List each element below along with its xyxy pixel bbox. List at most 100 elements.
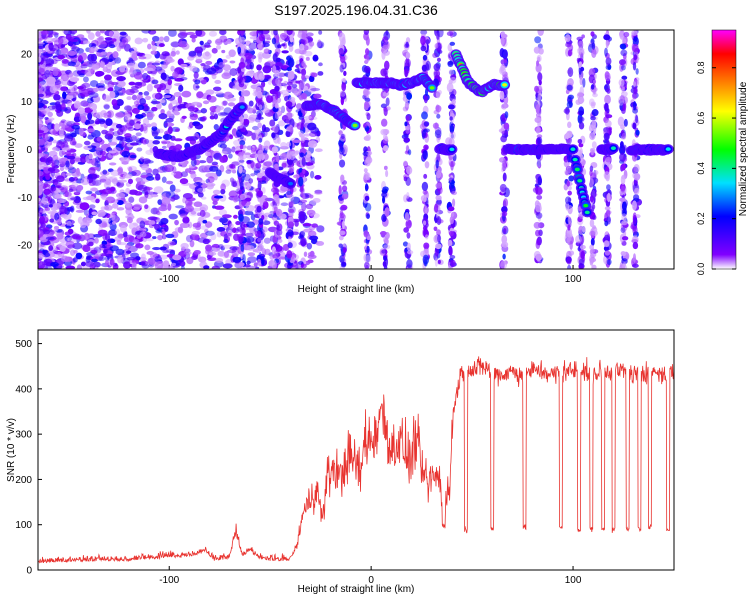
noise-speckle — [287, 125, 291, 131]
noise-speckle — [124, 113, 132, 121]
noise-speckle — [382, 145, 389, 152]
noise-speckle — [91, 258, 98, 263]
noise-speckle — [336, 221, 344, 226]
noise-speckle — [52, 251, 63, 259]
noise-speckle — [537, 72, 543, 82]
noise-speckle — [184, 168, 192, 173]
noise-speckle — [262, 65, 272, 74]
noise-speckle — [59, 133, 65, 138]
noise-speckle — [101, 129, 108, 135]
noise-speckle — [119, 136, 128, 142]
noise-speckle — [632, 172, 638, 179]
noise-speckle — [246, 107, 255, 114]
noise-speckle — [80, 221, 87, 229]
noise-speckle — [257, 149, 264, 160]
noise-speckle — [168, 103, 173, 111]
noise-speckle — [633, 54, 638, 61]
noise-speckle — [77, 107, 86, 115]
noise-speckle — [137, 184, 148, 192]
noise-speckle — [153, 186, 164, 194]
noise-speckle — [589, 147, 596, 153]
noise-speckle — [80, 261, 86, 267]
noise-speckle — [423, 173, 428, 179]
noise-speckle — [143, 194, 154, 199]
noise-speckle — [106, 68, 112, 74]
noise-speckle — [364, 59, 369, 64]
noise-speckle — [38, 170, 44, 177]
noise-speckle — [229, 177, 235, 183]
noise-speckle — [181, 115, 187, 120]
noise-speckle — [338, 235, 344, 241]
noise-speckle — [41, 197, 49, 205]
noise-speckle — [85, 190, 93, 195]
noise-speckle — [287, 229, 294, 237]
noise-speckle — [174, 219, 179, 226]
noise-speckle — [126, 256, 137, 261]
noise-speckle — [116, 181, 125, 188]
noise-speckle — [69, 85, 75, 93]
noise-speckle — [314, 175, 322, 180]
noise-speckle — [436, 113, 441, 119]
noise-speckle — [154, 66, 163, 71]
noise-speckle — [140, 123, 148, 132]
noise-speckle — [60, 213, 68, 218]
noise-speckle — [83, 76, 89, 83]
noise-speckle — [131, 94, 137, 101]
noise-speckle — [537, 158, 541, 168]
noise-speckle — [98, 120, 106, 125]
noise-speckle — [566, 101, 573, 109]
noise-speckle — [38, 71, 42, 76]
noise-speckle — [38, 89, 44, 94]
noise-speckle — [341, 82, 347, 92]
noise-speckle — [49, 218, 55, 223]
noise-speckle — [287, 236, 292, 244]
noise-speckle — [250, 160, 255, 169]
noise-speckle — [198, 216, 205, 223]
noise-speckle — [48, 245, 54, 251]
noise-speckle — [604, 220, 609, 227]
noise-speckle — [632, 253, 637, 263]
noise-speckle — [246, 70, 255, 78]
noise-speckle — [55, 184, 63, 189]
noise-speckle — [592, 204, 596, 210]
noise-speckle — [449, 41, 456, 46]
noise-speckle — [276, 208, 283, 217]
noise-speckle — [217, 111, 228, 117]
noise-speckle — [263, 237, 271, 244]
noise-speckle — [447, 104, 455, 110]
noise-speckle — [423, 144, 429, 151]
noise-speckle — [275, 244, 281, 249]
noise-speckle — [44, 37, 54, 44]
noise-speckle — [68, 71, 78, 80]
noise-speckle — [502, 172, 507, 182]
noise-speckle — [499, 90, 505, 100]
noise-speckle — [201, 257, 207, 265]
noise-speckle — [103, 248, 108, 254]
noise-speckle — [501, 161, 507, 170]
noise-speckle — [238, 61, 246, 69]
noise-speckle — [535, 253, 542, 262]
noise-speckle — [127, 126, 135, 132]
noise-speckle — [340, 261, 347, 268]
noise-speckle — [140, 139, 147, 145]
noise-speckle — [38, 164, 43, 171]
noise-speckle — [180, 265, 185, 269]
noise-speckle — [565, 42, 572, 48]
noise-speckle — [237, 46, 242, 55]
noise-speckle — [179, 213, 188, 219]
noise-speckle — [173, 91, 182, 98]
noise-speckle — [258, 104, 263, 110]
trace-core — [429, 86, 435, 90]
noise-speckle — [159, 246, 167, 251]
noise-speckle — [238, 262, 245, 267]
noise-speckle — [436, 170, 442, 179]
noise-speckle — [298, 200, 303, 206]
noise-speckle — [87, 134, 95, 140]
noise-speckle — [38, 161, 44, 166]
noise-speckle — [288, 208, 295, 213]
noise-speckle — [632, 167, 637, 174]
noise-speckle — [206, 155, 214, 164]
noise-speckle — [127, 165, 137, 171]
noise-speckle — [635, 114, 639, 124]
